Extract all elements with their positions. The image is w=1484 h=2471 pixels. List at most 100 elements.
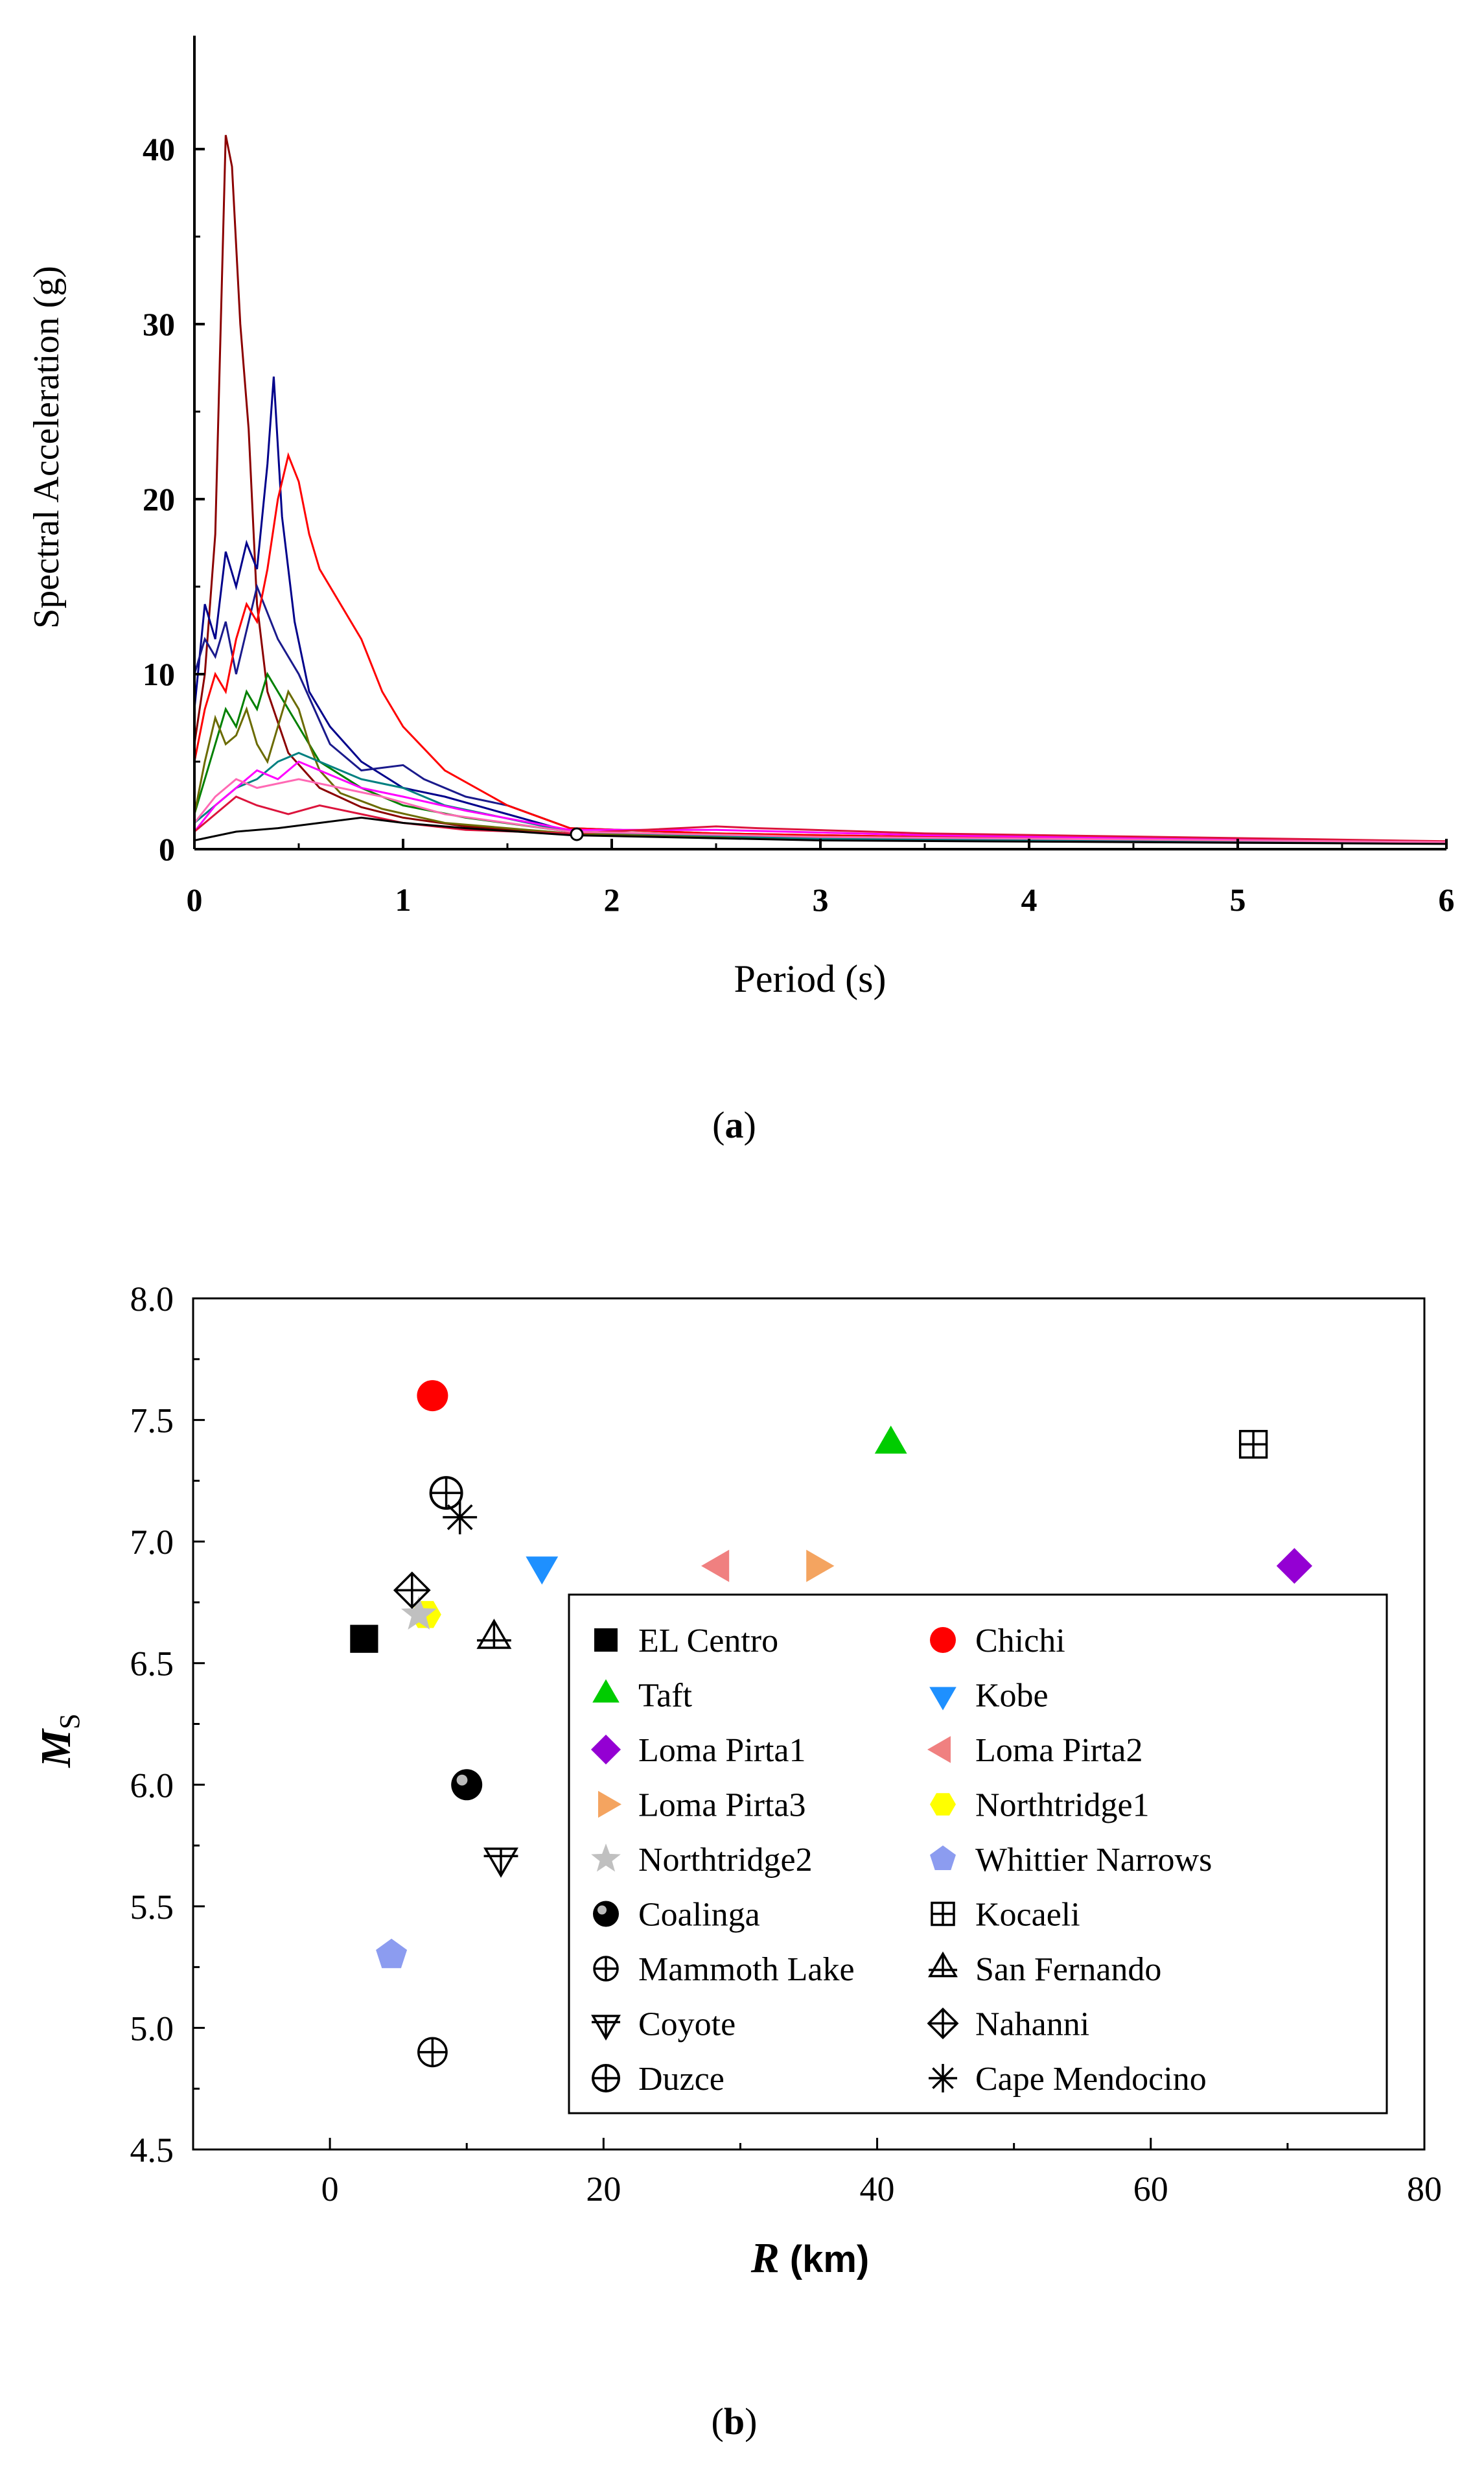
- legend-label: Taft: [638, 1678, 693, 1715]
- marker-kobe: [929, 1687, 956, 1711]
- y-tick-label: 8.0: [130, 1280, 174, 1318]
- legend-label: Nahanni: [975, 2006, 1089, 2043]
- y-tick-label: 30: [143, 306, 175, 342]
- series-line-red: [193, 452, 1447, 843]
- panel-a-marker-dot: [570, 827, 584, 841]
- panel-a-ticks: 0 1 2 3 4 5 6 0 10 20 30 40: [143, 131, 1455, 918]
- legend-label: Cape Mendocino: [975, 2061, 1207, 2098]
- y-tick-label: 7.0: [130, 1523, 174, 1562]
- marker-northtridge1: [930, 1793, 956, 1816]
- x-tick-label: 2: [604, 882, 620, 918]
- legend-label: Northtridge1: [975, 1787, 1150, 1824]
- marker-coalinga: [451, 1769, 483, 1801]
- panel-b-legend: EL Centro Chichi Taft Kobe Loma Pirta1 Loma P…: [568, 1593, 1388, 2114]
- marker-whittier-narrows: [376, 1938, 408, 1969]
- panel-a-caption-letter: a: [725, 1104, 744, 1146]
- marker-mammoth-lake: [417, 2037, 448, 2068]
- panel-a-spectral-chart: 0 1 2 3 4 5 6 0 10 20 30 40 Spectral Acceleration (…: [27, 36, 1455, 1146]
- marker-kocaeli: [931, 1901, 955, 1926]
- marker-san-fernando: [476, 1619, 512, 1649]
- y-tick-label: 0: [159, 831, 175, 867]
- panel-b-caption: (b): [712, 2400, 758, 2442]
- marker-northtridge2: [591, 1844, 621, 1872]
- x-tick-label: 6: [1439, 882, 1455, 918]
- legend-label: EL Centro: [638, 1622, 778, 1659]
- legend-label: Loma Pirta2: [975, 1732, 1143, 1769]
- series-line-dark-red: [193, 135, 1447, 844]
- panel-b-x-label-main: R: [750, 2234, 780, 2282]
- panel-b-ticks: 0 20 40 60 80 4.5 5.0 5.5 6.0 6.5 7.0 7.5 8.0: [130, 1280, 1443, 2208]
- legend-label: San Fernando: [975, 1951, 1161, 1988]
- marker-el-centro: [350, 1624, 378, 1653]
- panel-b-caption-letter: b: [724, 2400, 745, 2442]
- marker-duzce: [429, 1476, 463, 1510]
- marker-nahanni: [393, 1571, 431, 1610]
- legend-label: Whittier Narrows: [975, 1842, 1212, 1879]
- legend-label: Northtridge2: [638, 1842, 813, 1879]
- series-line-black: [194, 816, 1447, 845]
- marker-loma-pirta2: [701, 1549, 730, 1582]
- marker-chichi: [930, 1627, 956, 1653]
- legend-label: Kocaeli: [975, 1897, 1080, 1934]
- y-tick-label: 20: [143, 481, 175, 517]
- marker-mammoth-lake: [593, 1956, 619, 1982]
- marker-loma-pirta3: [598, 1790, 621, 1818]
- panel-a-series-group: [193, 135, 1447, 845]
- y-tick-label: 5.5: [130, 1888, 174, 1926]
- series-line-blue: [193, 376, 1447, 843]
- marker-loma-pirta3: [806, 1549, 835, 1582]
- marker-taft: [592, 1679, 620, 1703]
- marker-coalinga: [593, 1901, 619, 1927]
- panel-b-x-label: R (km): [750, 2234, 870, 2282]
- series-line-green: [193, 672, 1447, 843]
- panel-b-points: [350, 1380, 1312, 2068]
- marker-loma-pirta1: [591, 1735, 621, 1764]
- legend-label: Chichi: [975, 1622, 1065, 1659]
- marker-nahanni: [927, 2008, 959, 2039]
- marker-chichi: [417, 1380, 448, 1412]
- legend-label: Coalinga: [638, 1897, 760, 1934]
- series-line-crimson: [194, 795, 1447, 843]
- series-line-pink: [193, 778, 1447, 843]
- legend-label: Duzce: [638, 2061, 725, 2098]
- x-tick-label: 5: [1230, 882, 1246, 918]
- panel-b-y-label: MS: [32, 1713, 86, 1768]
- x-tick-label: 4: [1021, 882, 1038, 918]
- panel-a-caption: (a): [712, 1104, 756, 1146]
- x-tick-label: 60: [1133, 2170, 1168, 2208]
- panel-a-y-label: Spectral Acceleration (g): [27, 266, 67, 629]
- marker-loma-pirta1: [1276, 1548, 1312, 1584]
- y-tick-label: 4.5: [130, 2131, 174, 2170]
- y-tick-label: 40: [143, 131, 175, 167]
- panel-a-x-label: Period (s): [734, 957, 887, 1000]
- series-line-magenta: [193, 760, 1447, 843]
- y-tick-label: 5.0: [130, 2009, 174, 2048]
- marker-el-centro: [594, 1628, 618, 1652]
- legend-label: Coyote: [638, 2006, 736, 2043]
- series-line-navy-2: [193, 583, 1447, 843]
- x-tick-label: 3: [813, 882, 829, 918]
- marker-kobe: [526, 1556, 559, 1585]
- marker-whittier-narrows: [930, 1845, 956, 1870]
- x-tick-label: 0: [187, 882, 203, 918]
- legend-label: Loma Pirta3: [638, 1787, 806, 1824]
- panel-b-x-label-unit: (km): [790, 2238, 869, 2280]
- marker-taft: [874, 1425, 907, 1454]
- x-tick-label: 80: [1407, 2170, 1442, 2208]
- x-tick-label: 1: [395, 882, 412, 918]
- panel-a-axes: [193, 36, 1446, 850]
- legend-label: Loma Pirta1: [638, 1732, 806, 1769]
- legend-box: [568, 1593, 1388, 2114]
- panel-b-scatter-chart: 0 20 40 60 80 4.5 5.0 5.5 6.0 6.5 7.0 7.5 8.0 EL Cen…: [32, 1280, 1442, 2442]
- marker-coyote: [591, 2015, 621, 2041]
- y-tick-label: 7.5: [130, 1401, 174, 1440]
- legend-label: Mammoth Lake: [638, 1951, 855, 1988]
- marker-duzce: [592, 2064, 620, 2092]
- marker-northtridge2: [400, 1595, 437, 1630]
- series-line-teal: [194, 751, 1447, 844]
- marker-kocaeli: [1238, 1429, 1268, 1459]
- y-tick-label: 10: [143, 656, 175, 692]
- x-tick-label: 40: [860, 2170, 895, 2208]
- x-tick-label: 0: [321, 2170, 339, 2208]
